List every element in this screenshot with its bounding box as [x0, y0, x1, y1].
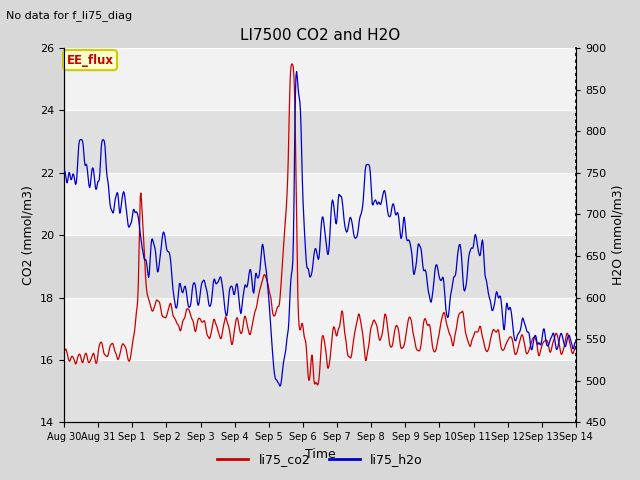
Y-axis label: H2O (mmol/m3): H2O (mmol/m3) — [612, 185, 625, 286]
X-axis label: Time: Time — [305, 448, 335, 461]
Bar — [64, 298, 576, 360]
Y-axis label: CO2 (mmol/m3): CO2 (mmol/m3) — [22, 185, 35, 285]
Bar — [64, 48, 576, 110]
Bar — [64, 173, 576, 235]
Bar — [64, 360, 576, 422]
Bar — [64, 235, 576, 298]
Title: LI7500 CO2 and H2O: LI7500 CO2 and H2O — [240, 28, 400, 43]
Text: No data for f_li75_diag: No data for f_li75_diag — [6, 10, 132, 21]
Bar — [64, 110, 576, 173]
Legend: li75_co2, li75_h2o: li75_co2, li75_h2o — [212, 448, 428, 471]
Text: EE_flux: EE_flux — [67, 54, 113, 67]
